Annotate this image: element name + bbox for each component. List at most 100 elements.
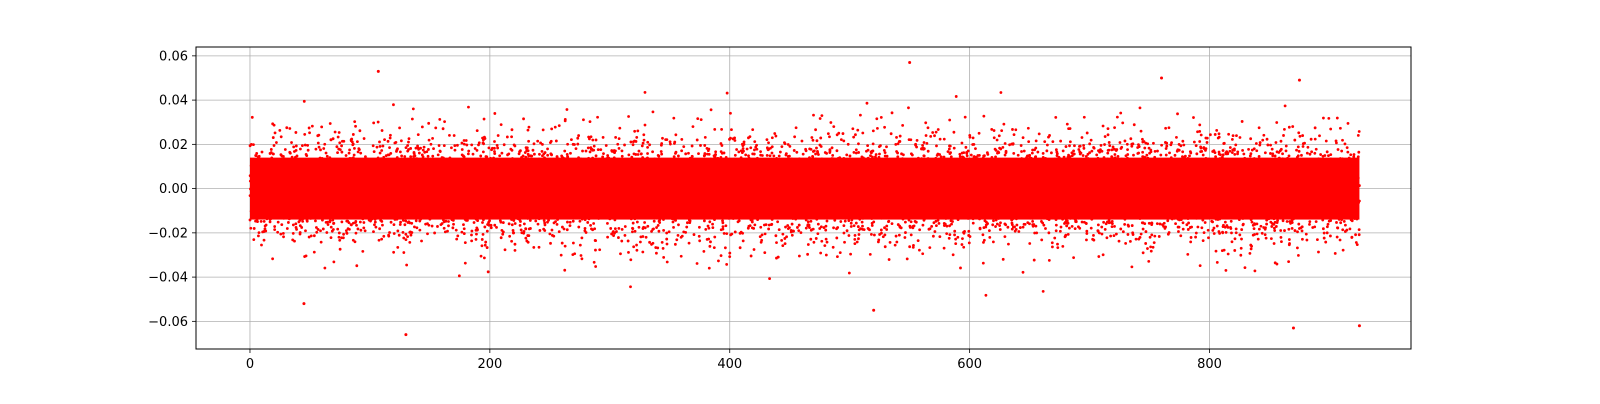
data-point [1143,222,1146,225]
data-point [271,257,274,260]
data-point [564,245,567,248]
data-point [724,246,727,249]
data-point [511,223,514,226]
data-point [961,152,964,155]
data-point [621,228,624,231]
data-point [636,221,639,224]
data-point [1118,240,1121,243]
data-point [810,220,813,223]
data-point [1300,154,1303,157]
data-point [953,230,956,233]
data-point [476,129,479,132]
data-point [1023,223,1026,226]
data-point [1339,221,1342,224]
data-point [1066,123,1069,126]
data-point [832,226,835,229]
data-point [451,226,454,229]
data-point [1323,237,1326,240]
data-point [286,227,289,230]
data-point [374,221,377,224]
data-point [948,233,951,236]
data-point [502,221,505,224]
data-point [1249,252,1252,255]
data-point [566,108,569,111]
data-point [402,251,405,254]
data-point [470,234,473,237]
data-point [1275,121,1278,124]
data-point [292,145,295,148]
data-point [726,92,729,95]
data-point [447,224,450,227]
data-point [400,139,403,142]
data-point [1308,223,1311,226]
data-point [1281,152,1284,155]
data-point [462,223,465,226]
data-point [749,224,752,227]
data-point [884,245,887,248]
data-point [1209,133,1212,136]
data-point [1253,147,1256,150]
data-point [503,143,506,146]
data-point [857,142,860,145]
data-point [1107,133,1110,136]
data-point [869,154,872,157]
data-point [826,241,829,244]
data-point [791,234,794,237]
data-point [845,154,848,157]
data-point [636,249,639,252]
data-point [408,137,411,140]
data-point [572,220,575,223]
data-point [677,234,680,237]
data-point [708,245,711,248]
data-point [1051,245,1054,248]
data-point [880,229,883,232]
data-point [784,142,787,145]
data-point [1297,254,1300,257]
data-point [1146,247,1149,250]
data-point [891,111,894,114]
data-point [999,228,1002,231]
data-point [508,235,511,238]
data-point [918,228,921,231]
data-point [1198,140,1201,143]
data-point [1113,126,1116,129]
data-point [501,152,504,155]
data-point [660,153,663,156]
data-point [450,146,453,149]
data-point [1109,235,1112,238]
data-point [853,242,856,245]
data-point [1177,230,1180,233]
data-point [550,127,553,130]
data-point [1346,146,1349,149]
data-point [843,232,846,235]
data-point [955,95,958,98]
data-point [635,136,638,139]
data-point [961,243,964,246]
data-point [1088,142,1091,145]
data-point [538,229,541,232]
data-point [463,232,466,235]
data-point [624,234,627,237]
data-point [709,240,712,243]
data-point [653,220,656,223]
data-point [579,244,582,247]
data-point [1309,153,1312,156]
data-point [911,154,914,157]
data-point [853,224,856,227]
data-point [761,233,764,236]
data-point [767,141,770,144]
data-point [1221,231,1224,234]
data-point [591,139,594,142]
data-point [1297,131,1300,134]
data-point [282,232,285,235]
data-point [1236,150,1239,153]
data-point [275,141,278,144]
data-point [1141,138,1144,141]
data-point [1347,122,1350,125]
data-point [1216,261,1219,264]
data-point [895,235,898,238]
data-point [1127,233,1130,236]
data-point [1230,231,1233,234]
data-point [1262,134,1265,137]
data-point [546,154,549,157]
